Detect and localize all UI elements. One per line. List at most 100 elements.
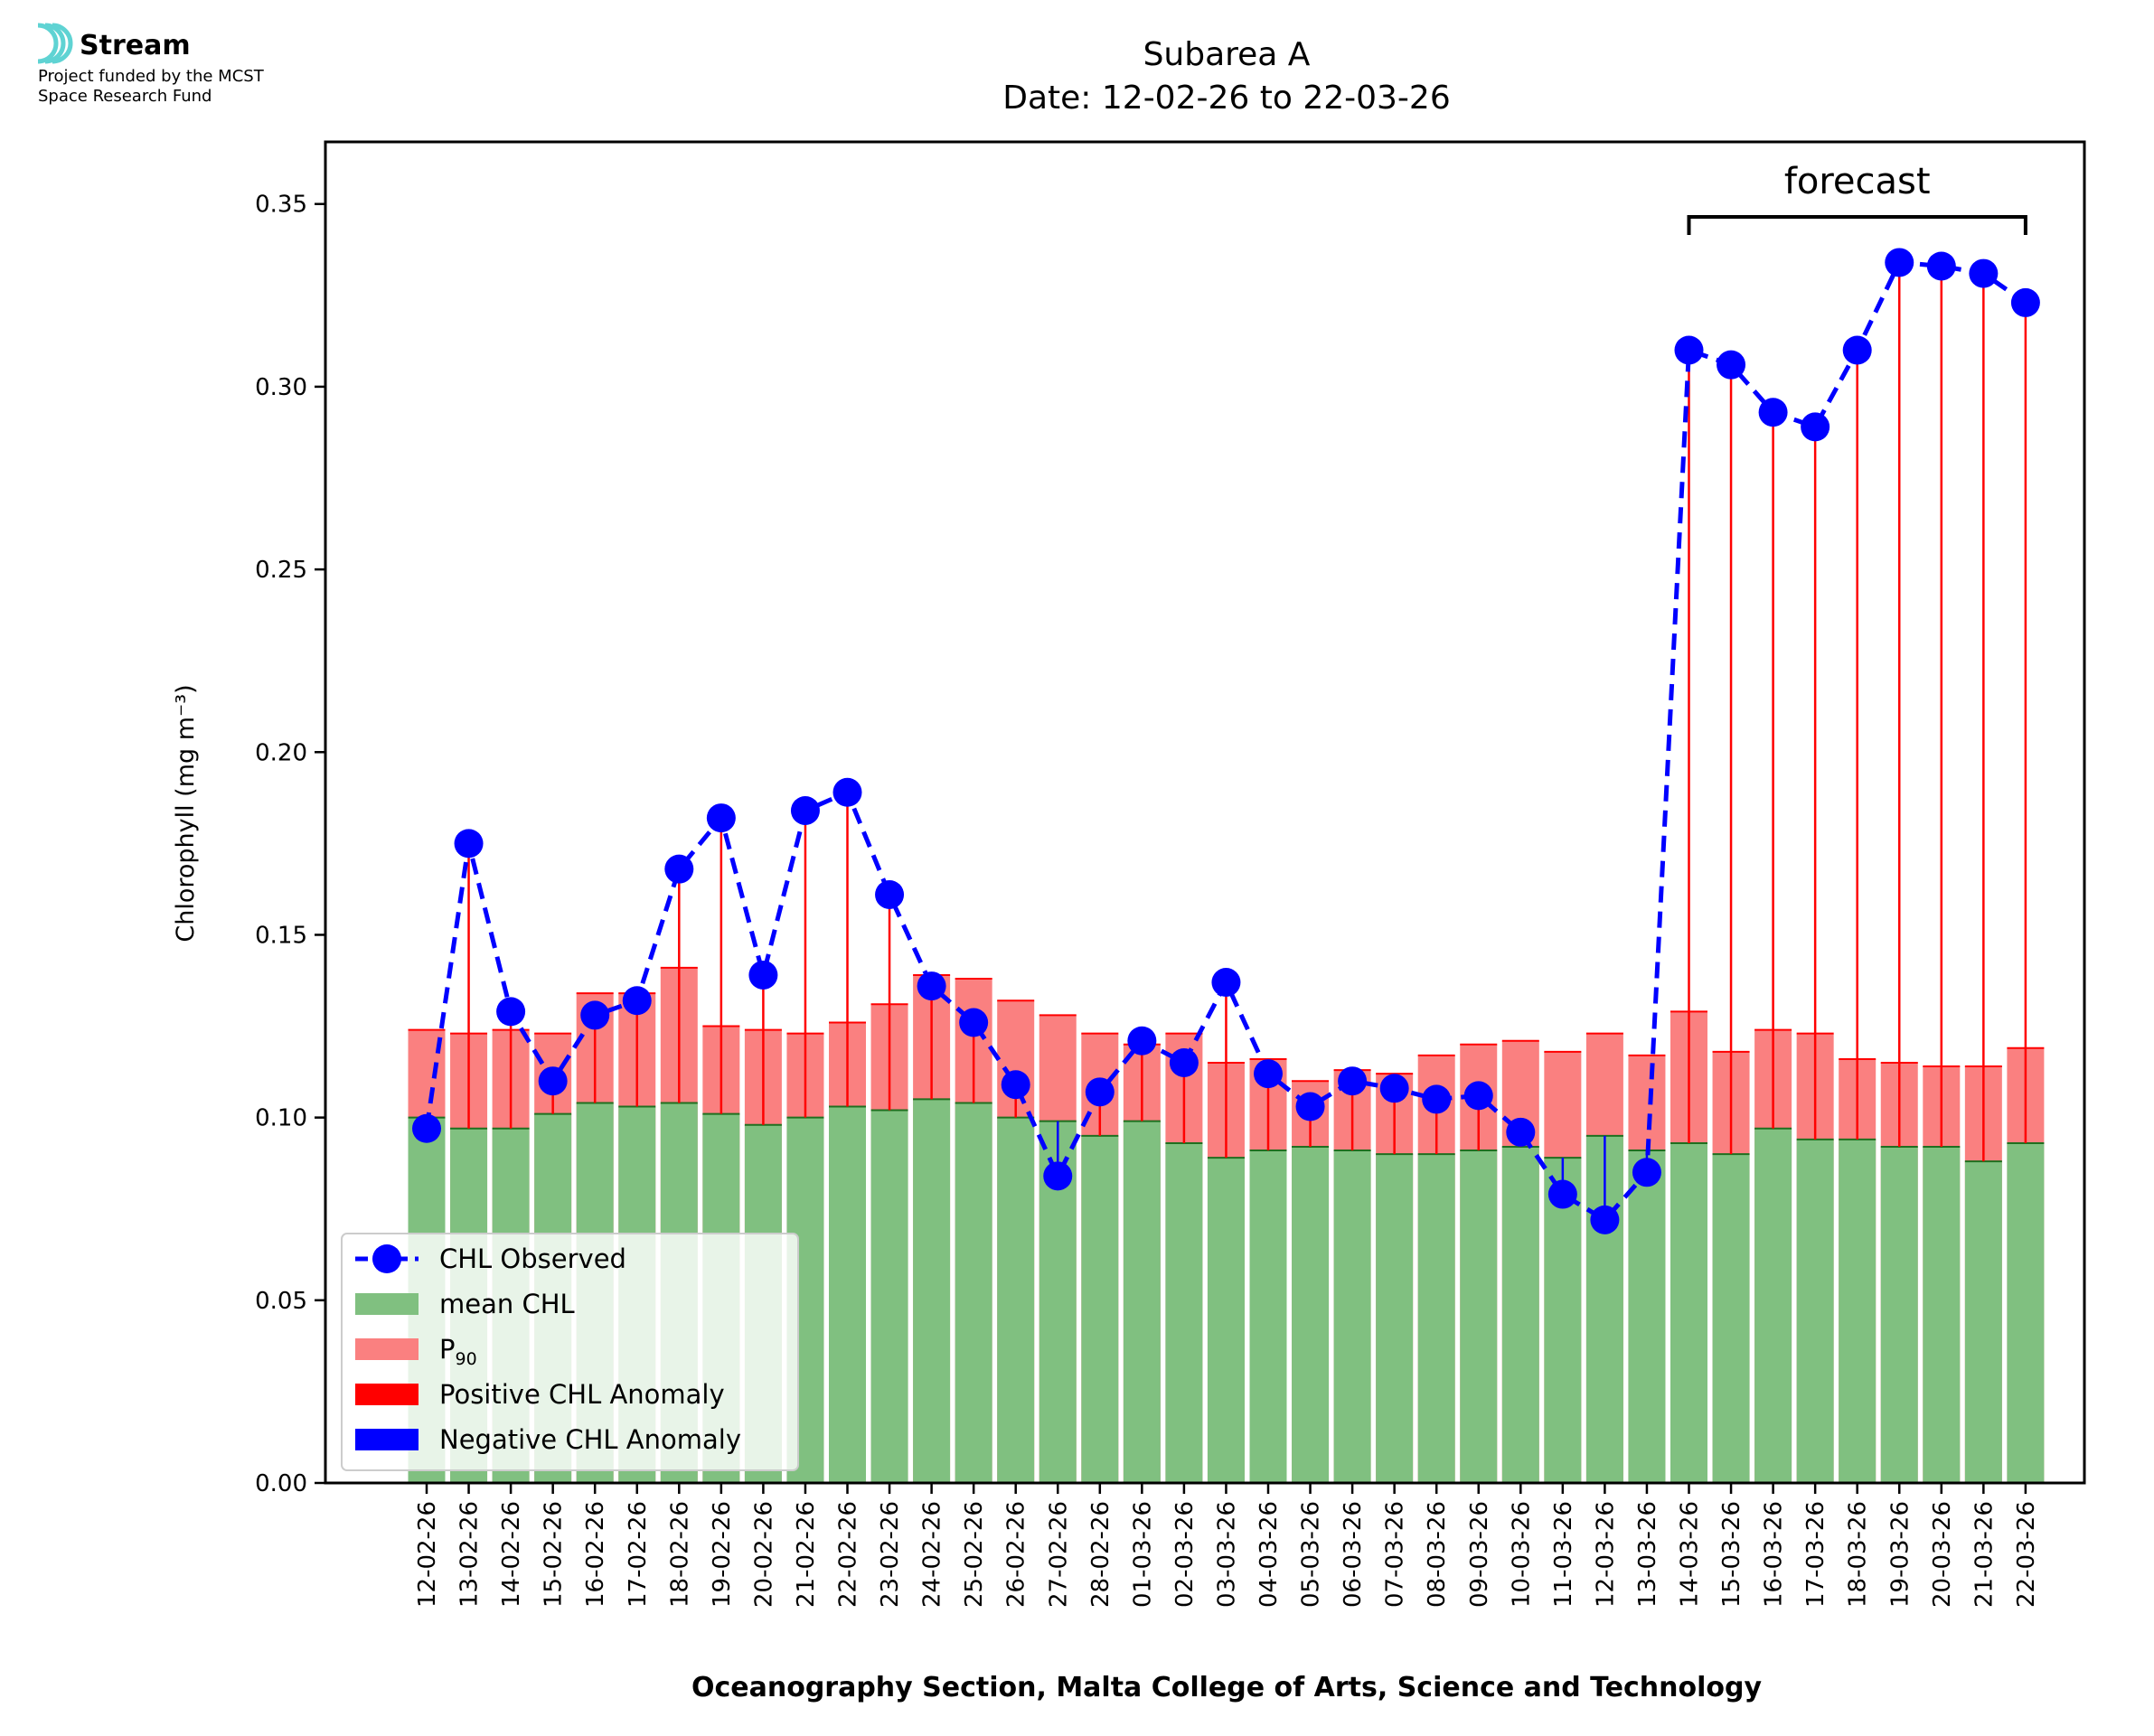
legend-label-text: Positive CHL Anomaly [439, 1379, 725, 1410]
mean-bar [1460, 1150, 1498, 1483]
chl-observed-point [412, 1113, 441, 1143]
legend-label-subscript: 90 [456, 1349, 477, 1369]
mean-bar [1712, 1154, 1750, 1483]
chl-observed-point [1885, 248, 1914, 277]
x-tick-label: 27-02-26 [1045, 1501, 1072, 1608]
mean-bar [1376, 1154, 1414, 1483]
x-tick-label: 18-03-26 [1845, 1501, 1872, 1608]
x-tick-label: 15-02-26 [541, 1501, 568, 1608]
x-axis-label: Oceanography Section, Malta College of A… [691, 1672, 1763, 1703]
chl-observed-point [790, 795, 820, 825]
legend-label: mean CHL [439, 1289, 575, 1319]
mean-bar [1249, 1150, 1287, 1483]
x-tick-label: 28-02-26 [1087, 1501, 1115, 1608]
forecast-annotation: forecast [1687, 161, 2027, 235]
chl-observed-point [875, 879, 905, 909]
x-tick-label: 19-02-26 [709, 1501, 736, 1608]
mean-bar [997, 1117, 1035, 1483]
x-tick-label: 11-03-26 [1550, 1501, 1577, 1608]
chl-observed-point [1801, 412, 1830, 442]
chl-observed-point [1506, 1117, 1536, 1147]
mean-bar [1964, 1161, 2002, 1483]
x-tick-label: 17-03-26 [1802, 1501, 1829, 1608]
chl-observed-point [1001, 1070, 1030, 1100]
mean-bar [1796, 1139, 1834, 1483]
x-tick-label: 22-03-26 [2013, 1501, 2040, 1608]
y-tick-label: 0.30 [255, 374, 307, 401]
mean-bar [870, 1110, 908, 1483]
x-tick-label: 09-03-26 [1466, 1501, 1493, 1608]
y-tick-label: 0.05 [255, 1288, 307, 1315]
x-tick-label: 20-02-26 [750, 1501, 777, 1608]
mean-bar [1165, 1142, 1203, 1483]
legend-label: P90 [439, 1334, 477, 1369]
mean-bar [1628, 1150, 1666, 1483]
legend: CHL Observed mean CHL P90 Positive CHL Anom… [341, 1233, 799, 1471]
y-tick-label: 0.25 [255, 557, 307, 584]
x-tick-label: 24-02-26 [919, 1501, 946, 1608]
x-tick-label: 21-02-26 [793, 1501, 820, 1608]
chl-observed-point [580, 1000, 610, 1030]
mean-bar [1754, 1128, 1792, 1483]
legend-swatch-patch [355, 1384, 419, 1405]
axes-frame [324, 140, 2086, 1485]
mean-bar [1923, 1146, 1961, 1483]
x-tick-label: 16-02-26 [582, 1501, 609, 1608]
mean-bar [1207, 1158, 1245, 1483]
axes: 0.00 0.05 0.10 0.15 0.20 0.25 0.30 0.35 12-02-26… [255, 192, 2040, 1608]
legend-label-text: mean CHL [439, 1289, 575, 1319]
mean-bar [829, 1106, 866, 1483]
forecast-bracket [1687, 215, 2027, 235]
x-tick-label: 17-02-26 [625, 1501, 652, 1608]
x-tick-label: 13-03-26 [1634, 1501, 1661, 1608]
x-tick-label: 25-02-26 [961, 1501, 988, 1608]
x-tick-label: 22-02-26 [835, 1501, 862, 1608]
mean-bar [1417, 1154, 1455, 1483]
mean-bar [1880, 1146, 1918, 1483]
x-tick-label: 26-02-26 [1003, 1501, 1030, 1608]
legend-label-text: Negative CHL Anomaly [439, 1424, 741, 1455]
chl-observed-point [1590, 1205, 1620, 1234]
legend-swatch-patch [355, 1429, 419, 1450]
chl-observed-point [1758, 398, 1788, 427]
x-tick-label: 04-03-26 [1256, 1501, 1283, 1608]
legend-swatch-patch [355, 1338, 419, 1360]
chl-observed-point [496, 997, 526, 1027]
mean-bar [913, 1099, 951, 1483]
logo-line-2: Space Research Fund [38, 87, 212, 106]
chl-observed-point [1842, 335, 1872, 365]
chart-title: Subarea A [1143, 36, 1311, 73]
mean-bar [1501, 1146, 1539, 1483]
chl-observed-point [959, 1008, 989, 1037]
x-tick-label: 07-03-26 [1382, 1501, 1409, 1608]
legend-label-text: CHL Observed [439, 1243, 626, 1274]
chl-observed-point [1127, 1026, 1157, 1056]
stream-waves-icon: Stream Project funded by the MCST Space … [37, 23, 265, 106]
legend-label: Negative CHL Anomaly [439, 1424, 741, 1455]
x-tick-label: 14-02-26 [498, 1501, 525, 1608]
chl-observed-point [1674, 335, 1704, 365]
chl-observed-point [917, 971, 946, 1001]
x-tick-label: 20-03-26 [1929, 1501, 1956, 1608]
x-tick-label: 12-03-26 [1592, 1501, 1619, 1608]
x-tick-label: 21-03-26 [1971, 1501, 1998, 1608]
x-tick-label: 01-03-26 [1129, 1501, 1156, 1608]
chl-observed-point [706, 803, 736, 833]
x-tick-label: 14-03-26 [1677, 1501, 1704, 1608]
chl-observed-point [1169, 1047, 1199, 1077]
y-axis-label: Chlorophyll (mg m⁻³) [172, 684, 200, 942]
chl-observed-point [1338, 1066, 1368, 1096]
legend-swatch-patch [355, 1293, 419, 1315]
chl-observed-point [454, 829, 484, 859]
chl-observed-point [1085, 1077, 1115, 1107]
mean-bar [2007, 1142, 2045, 1483]
chl-observed-point [622, 986, 652, 1016]
chl-observed-point [1463, 1081, 1493, 1111]
legend-label: Positive CHL Anomaly [439, 1379, 725, 1410]
x-tick-label: 18-02-26 [666, 1501, 693, 1608]
chl-observed-point [1632, 1158, 1661, 1187]
y-tick-label: 0.35 [255, 192, 307, 219]
mean-bar [1670, 1142, 1707, 1483]
chl-observed-point [748, 960, 778, 990]
chl-observed-point [1295, 1092, 1325, 1121]
